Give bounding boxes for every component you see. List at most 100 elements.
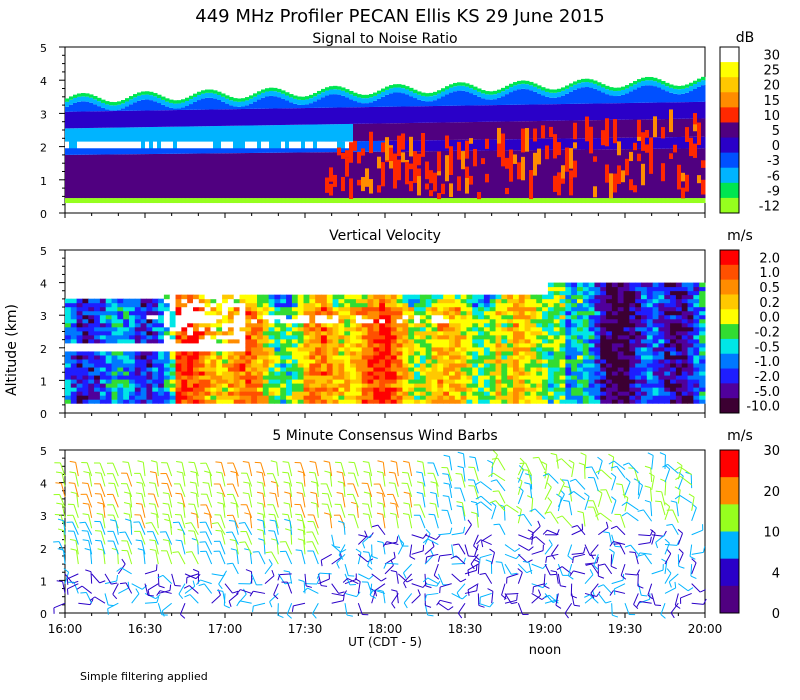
velocity-cell [76, 310, 83, 316]
snr-cell [429, 198, 434, 204]
velocity-cell [629, 358, 636, 364]
velocity-cell [635, 318, 642, 324]
velocity-cell [675, 387, 683, 392]
snr-cell [241, 109, 246, 126]
wind-barb-flag [55, 471, 63, 474]
velocity-cell [140, 387, 147, 392]
velocity-cell [408, 371, 415, 376]
velocity-cell [507, 330, 514, 336]
wind-barb [138, 521, 146, 535]
snr-cell [213, 90, 218, 94]
velocity-cell [76, 342, 83, 348]
snr-cell [673, 88, 678, 94]
snr-cell [161, 143, 166, 154]
snr-cell [645, 80, 650, 86]
snr-cell [65, 154, 70, 199]
velocity-cell [641, 367, 648, 372]
snr-cell [505, 150, 510, 199]
velocity-cell [565, 399, 572, 404]
wind-barb [153, 493, 159, 508]
wind-barb [86, 462, 93, 477]
snr-cell [385, 198, 390, 204]
velocity-cell [699, 322, 706, 328]
velocity-cell [181, 302, 188, 308]
snr-cell [377, 93, 382, 99]
velocity-cell [675, 371, 683, 376]
velocity-cell [431, 367, 438, 372]
snr-cell [193, 153, 198, 199]
velocity-cell [169, 330, 177, 336]
velocity-cell [344, 334, 351, 340]
snr-cell [297, 141, 302, 149]
wind-barb [88, 472, 93, 487]
wind-barb [126, 473, 133, 487]
velocity-cell [326, 322, 334, 328]
snr-cell [253, 125, 258, 143]
velocity-cell [565, 298, 572, 304]
velocity-cell [163, 350, 171, 356]
snr-cell [181, 153, 186, 199]
velocity-cell [286, 342, 293, 348]
velocity-cell [297, 314, 305, 320]
velocity-cell [204, 379, 211, 384]
velocity-cell [373, 326, 380, 332]
snr-cell [197, 143, 202, 154]
snr-cell [613, 96, 618, 104]
velocity-cell [414, 379, 421, 384]
velocity-cell [163, 334, 171, 340]
velocity-cell [198, 334, 206, 340]
velocity-cell [675, 350, 683, 356]
velocity-cell [664, 326, 671, 332]
snr-cell [593, 120, 598, 139]
snr-cell [381, 96, 386, 107]
velocity-cell [641, 371, 648, 376]
snr-cell [549, 89, 554, 93]
snr-cell [577, 198, 582, 204]
colorbar-label: 10 [763, 109, 780, 124]
velocity-cell [94, 338, 101, 344]
velocity-cell [658, 342, 665, 348]
velocity-cell [239, 391, 246, 396]
velocity-cell [518, 387, 526, 392]
snr-cell [449, 150, 454, 176]
velocity-cell [449, 363, 456, 368]
velocity-cell [379, 358, 386, 364]
snr-cell [697, 122, 702, 135]
velocity-cell [198, 358, 206, 364]
velocity-cell [158, 383, 165, 388]
snr-cell [533, 198, 538, 204]
velocity-cell [513, 399, 520, 404]
velocity-cell [617, 314, 625, 320]
velocity-cell [675, 326, 683, 332]
velocity-cell [635, 310, 642, 316]
velocity-cell [309, 375, 316, 380]
snr-cell [685, 87, 690, 93]
snr-cell [217, 125, 222, 143]
velocity-cell [111, 383, 118, 388]
velocity-cell [693, 338, 700, 344]
snr-cell [349, 90, 354, 95]
snr-cell [293, 95, 298, 99]
snr-cell [309, 124, 314, 142]
velocity-cell [152, 375, 159, 380]
velocity-cell [82, 334, 89, 340]
snr-cell [373, 151, 378, 199]
velocity-cell [431, 306, 438, 312]
velocity-cell [105, 310, 113, 316]
velocity-cell [332, 342, 339, 348]
snr-cell [293, 108, 298, 125]
snr-cell [673, 85, 678, 89]
velocity-cell [699, 318, 706, 324]
velocity-cell [390, 318, 398, 324]
velocity-cell [606, 318, 613, 324]
snr-cell [369, 151, 374, 199]
velocity-cell [693, 342, 700, 348]
velocity-cell [204, 314, 211, 320]
snr-cell [369, 179, 374, 194]
snr-cell [481, 158, 486, 165]
snr-cell [153, 198, 158, 204]
velocity-cell [495, 322, 502, 328]
snr-cell [345, 89, 350, 93]
snr-cell [521, 80, 526, 84]
velocity-cell [297, 395, 305, 400]
